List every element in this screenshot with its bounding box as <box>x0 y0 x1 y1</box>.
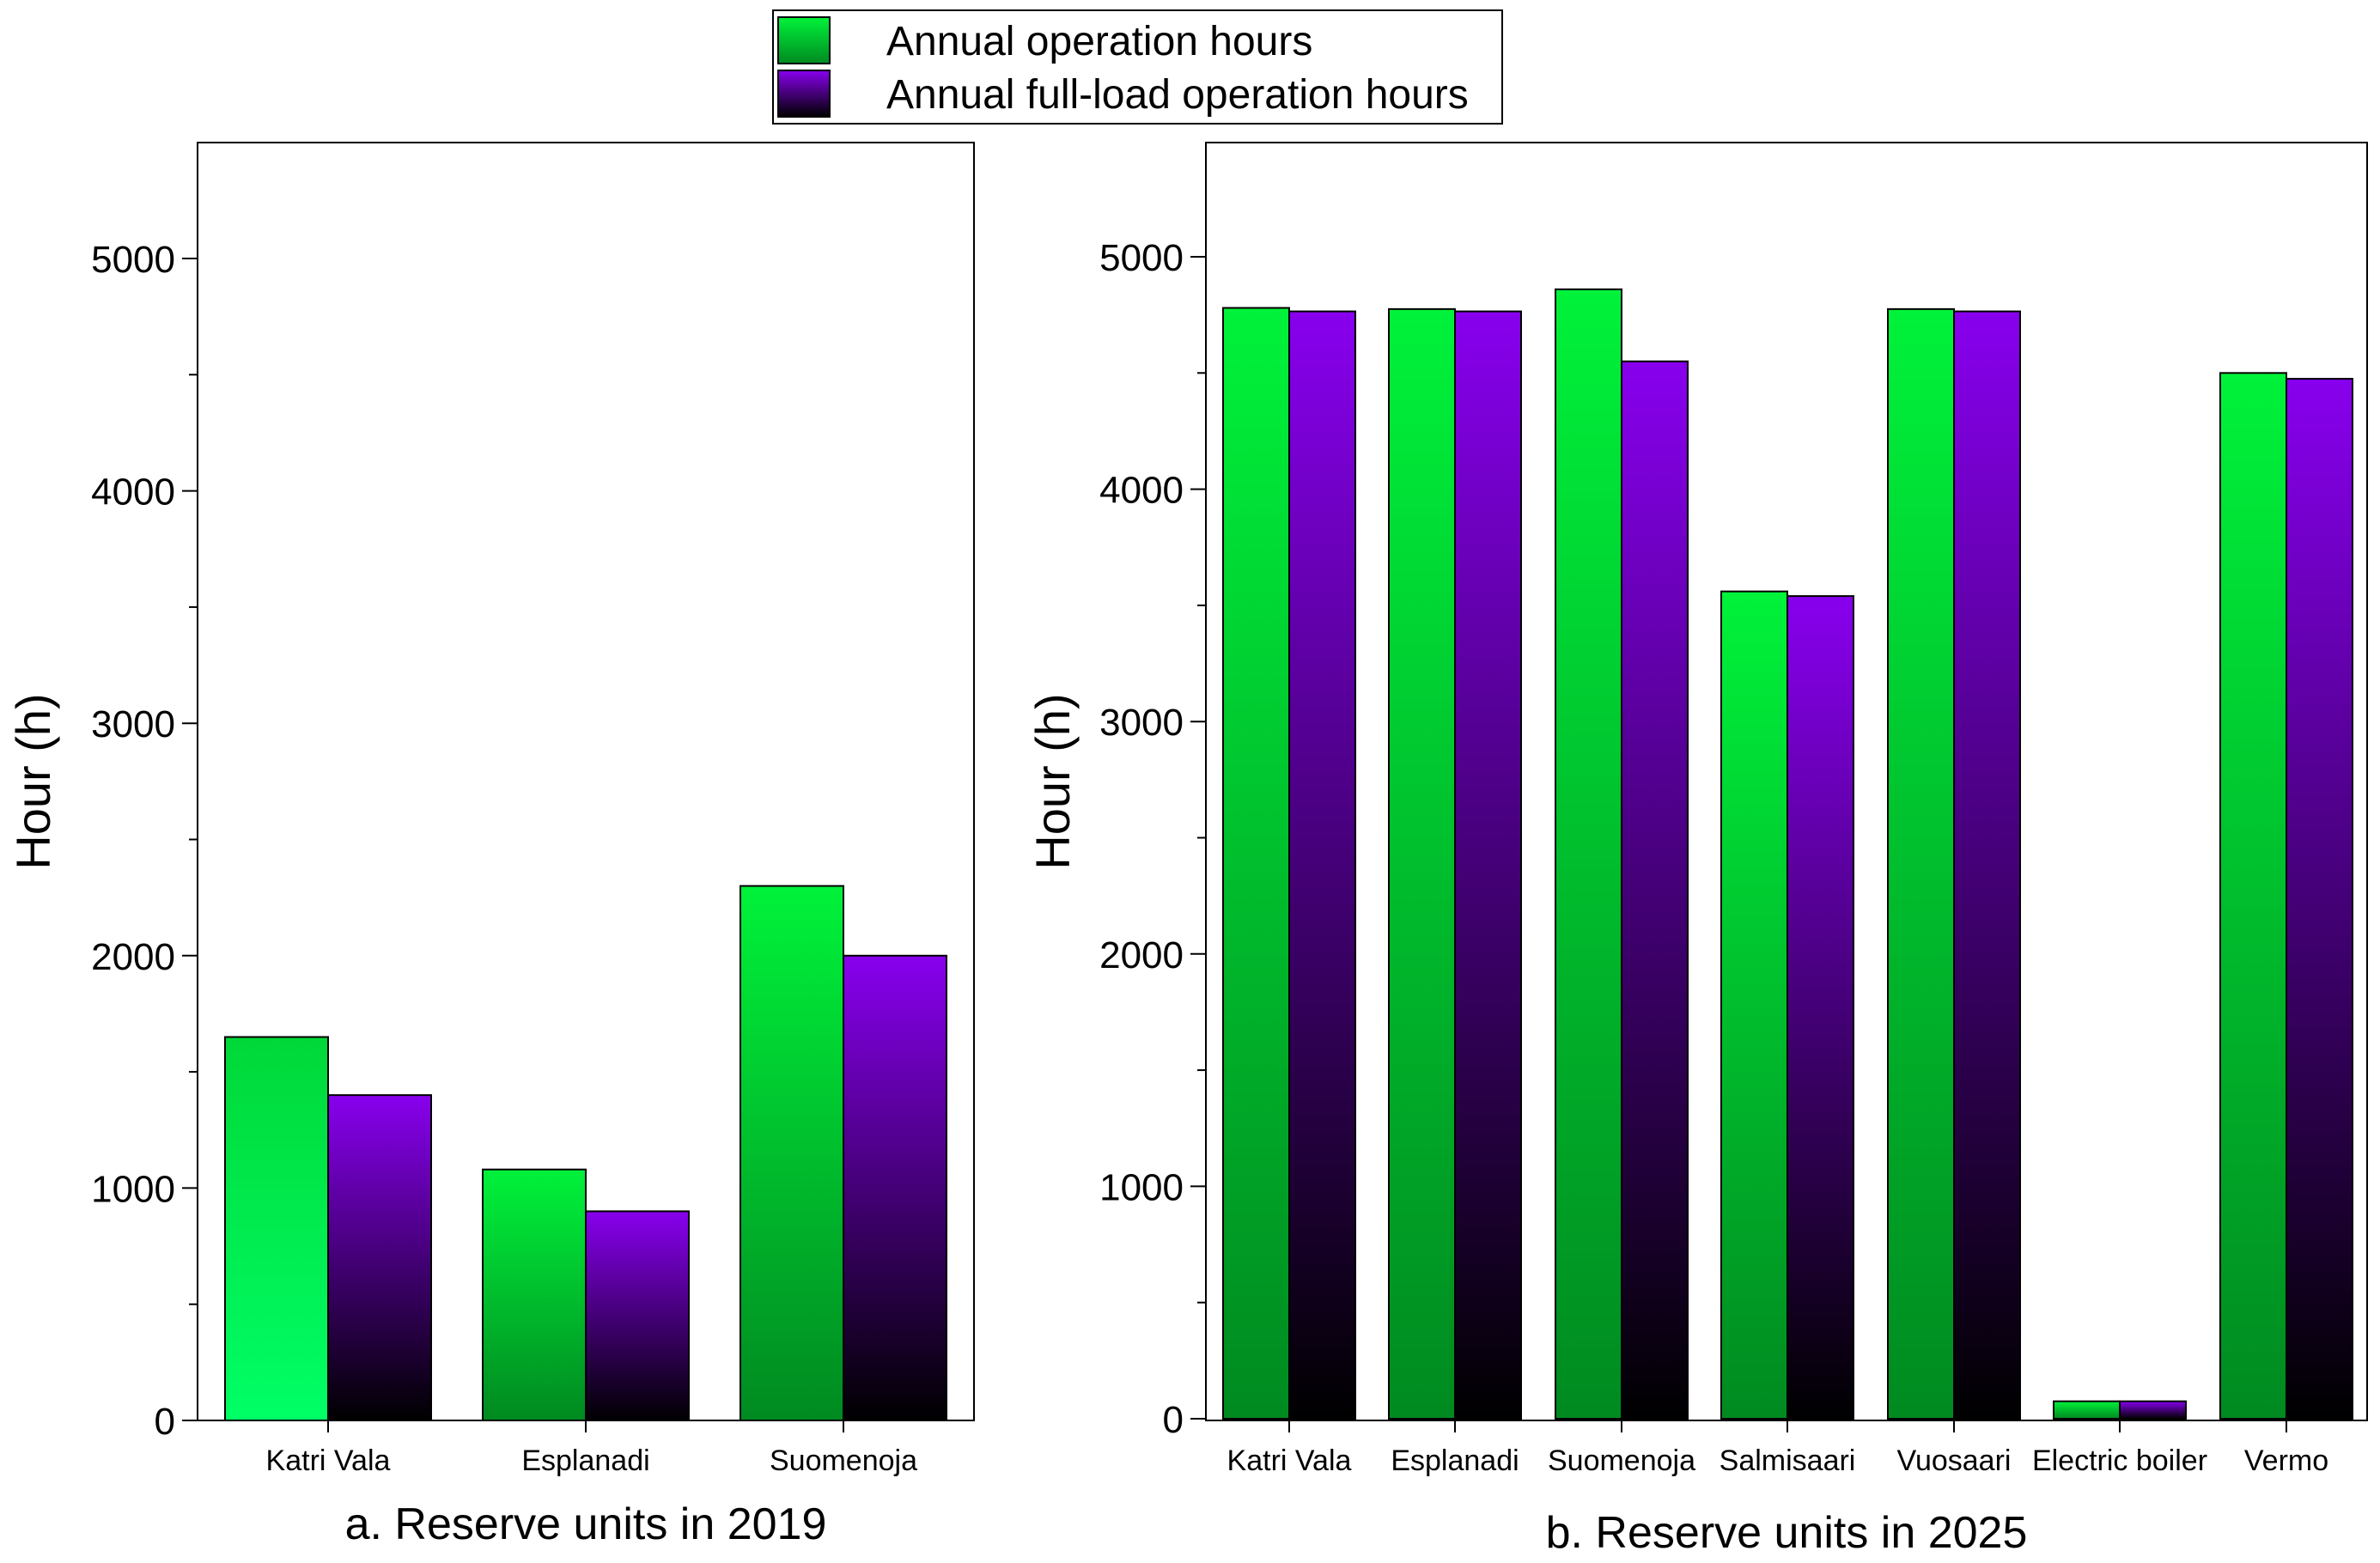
legend-label-fullload: Annual full-load operation hours <box>886 72 1469 118</box>
bar-operation-katri-vala <box>1222 307 1290 1420</box>
panel-b-title: b. Reserve units in 2025 <box>1546 1508 2028 1558</box>
bar-fullload-suomenoja <box>1621 360 1689 1420</box>
legend-swatch-operation <box>777 16 831 64</box>
bar-operation-vuosaari <box>1887 307 1955 1420</box>
bar-fullload-salmisaari <box>1787 595 1854 1420</box>
bar-operation-electric-boiler <box>2053 1400 2121 1420</box>
panel-b-ylabel: Hour (h) <box>1026 693 1080 869</box>
x-tick-label: Salmisaari <box>1720 1444 1856 1477</box>
x-tick-label: Esplanadi <box>521 1444 649 1477</box>
bar-operation-suomenoja <box>740 885 844 1421</box>
legend: Annual operation hours Annual full-load … <box>772 9 1503 125</box>
y-tick-label: 5000 <box>91 239 175 281</box>
panel-b: 0 1000 2000 3000 4000 5000 Katri Vala Esplanad… <box>1026 142 2368 1558</box>
x-tick-label: Suomenoja <box>770 1444 917 1477</box>
y-tick-label: 0 <box>155 1401 175 1443</box>
x-tick-label: Katri Vala <box>1227 1444 1352 1477</box>
panel-a-ylabel: Hour (h) <box>6 693 60 869</box>
panel-b-bars <box>1222 288 2353 1420</box>
panel-a-y-axis: 0 1000 2000 3000 4000 5000 <box>91 239 198 1443</box>
bar-fullload-katri-vala <box>327 1094 432 1422</box>
bar-fullload-esplanadi <box>1454 310 1522 1420</box>
y-tick-label: 3000 <box>91 703 175 745</box>
bar-operation-suomenoja <box>1555 288 1622 1420</box>
bar-fullload-vuosaari <box>1953 310 2021 1420</box>
y-tick-label: 3000 <box>1099 702 1184 744</box>
bar-fullload-vermo <box>2286 378 2353 1420</box>
bar-fullload-katri-vala <box>1288 310 1356 1420</box>
x-tick-label: Katri Vala <box>266 1444 391 1477</box>
bar-operation-vermo <box>2219 372 2287 1420</box>
x-tick-label: Vermo <box>2244 1444 2328 1477</box>
y-tick-label: 4000 <box>1099 470 1184 512</box>
x-tick-label: Esplanadi <box>1391 1444 1519 1477</box>
bar-fullload-suomenoja <box>843 954 947 1422</box>
y-tick-label: 1000 <box>91 1168 175 1210</box>
legend-label-operation: Annual operation hours <box>886 19 1312 64</box>
x-tick-label: Electric boiler <box>2032 1444 2207 1477</box>
x-tick-label: Vuosaari <box>1897 1444 2012 1477</box>
panel-a-title: a. Reserve units in 2019 <box>345 1499 827 1549</box>
x-tick-label: Suomenoja <box>1548 1444 1695 1477</box>
panel-a: 0 1000 2000 3000 4000 5000 Katri Vala Esplanad… <box>6 142 975 1549</box>
bar-fullload-electric-boiler <box>2119 1400 2187 1420</box>
y-tick-label: 5000 <box>1099 237 1184 279</box>
bar-operation-katri-vala <box>224 1036 329 1421</box>
legend-swatch-fullload <box>777 70 831 118</box>
panel-a-bars <box>224 885 947 1422</box>
bar-operation-esplanadi <box>482 1168 587 1421</box>
y-tick-label: 2000 <box>1099 934 1184 976</box>
y-tick-label: 0 <box>1163 1399 1184 1441</box>
panel-b-y-axis: 0 1000 2000 3000 4000 5000 <box>1099 237 1206 1441</box>
y-tick-label: 4000 <box>91 471 175 514</box>
y-tick-label: 1000 <box>1099 1166 1184 1208</box>
bar-operation-esplanadi <box>1388 307 1456 1420</box>
bar-operation-salmisaari <box>1720 590 1788 1420</box>
panel-b-x-axis: Katri Vala Esplanadi Suomenoja Salmisaari Vu… <box>1227 1420 2328 1477</box>
panel-a-x-axis: Katri Vala Esplanadi Suomenoja <box>266 1420 917 1477</box>
legend-box <box>772 9 1503 125</box>
y-tick-label: 2000 <box>91 936 175 978</box>
bar-fullload-esplanadi <box>585 1210 690 1421</box>
